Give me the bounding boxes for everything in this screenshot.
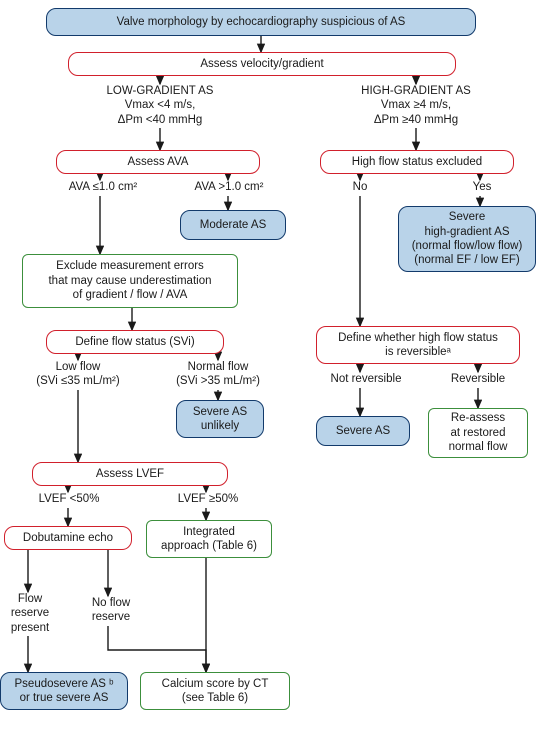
label-low_flow: Low flow(SVi ≤35 mL/m²) <box>18 360 138 389</box>
label-lvef_ge: LVEF ≥50% <box>158 492 258 506</box>
node-title: Valve morphology by echocardiography sus… <box>46 8 476 36</box>
label-lvef_lt: LVEF <50% <box>24 492 114 506</box>
label-flow_res: Flowreservepresent <box>0 592 60 635</box>
node-severe_as: Severe AS <box>316 416 410 446</box>
node-dobutamine: Dobutamine echo <box>4 526 132 550</box>
node-pseudo: Pseudosevere AS ᵇor true severe AS <box>0 672 128 710</box>
label-low_grad: LOW-GRADIENT ASVmax <4 m/s,ΔPm <40 mmHg <box>80 84 240 127</box>
node-severe_unl: Severe ASunlikely <box>176 400 264 438</box>
label-high_grad: HIGH-GRADIENT ASVmax ≥4 m/s,ΔPm ≥40 mmHg <box>336 84 496 127</box>
node-reassess: Re-assessat restorednormal flow <box>428 408 528 458</box>
label-not_rev: Not reversible <box>316 372 416 386</box>
label-ava_le: AVA ≤1.0 cm² <box>48 180 158 194</box>
label-normal_flow: Normal flow(SVi >35 mL/m²) <box>158 360 278 389</box>
node-high_flow_ex: High flow status excluded <box>320 150 514 174</box>
label-no_flow_res: No flowreserve <box>76 596 146 625</box>
node-define_rev: Define whether high flow statusis revers… <box>316 326 520 364</box>
node-assess_ava: Assess AVA <box>56 150 260 174</box>
node-assess_vg: Assess velocity/gradient <box>68 52 456 76</box>
node-integrated: Integratedapproach (Table 6) <box>146 520 272 558</box>
label-reversible: Reversible <box>438 372 518 386</box>
node-moderate_as: Moderate AS <box>180 210 286 240</box>
label-ava_gt: AVA >1.0 cm² <box>174 180 284 194</box>
label-no: No <box>330 180 390 194</box>
node-exclude_err: Exclude measurement errorsthat may cause… <box>22 254 238 308</box>
arrow-29 <box>108 626 206 672</box>
node-calcium: Calcium score by CT(see Table 6) <box>140 672 290 710</box>
node-assess_lvef: Assess LVEF <box>32 462 228 486</box>
node-define_flow: Define flow status (SVi) <box>46 330 224 354</box>
label-yes: Yes <box>452 180 512 194</box>
node-severe_hg: Severehigh-gradient AS(normal flow/low f… <box>398 206 536 272</box>
